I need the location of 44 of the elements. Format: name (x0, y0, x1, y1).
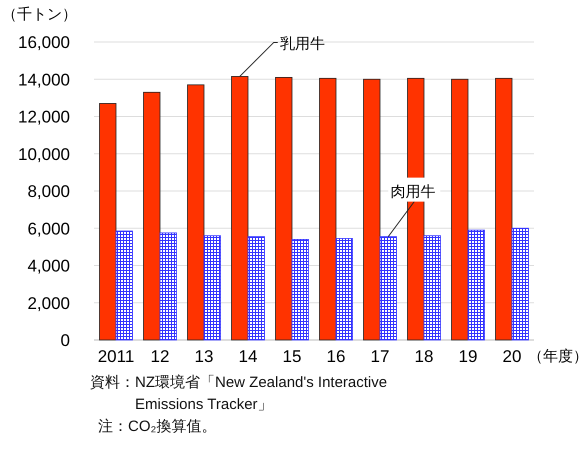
text: 肉用牛 (390, 184, 436, 201)
x-axis-title: （年度） (528, 348, 584, 365)
bar (99, 103, 116, 340)
x-tick-label: 13 (194, 347, 214, 366)
x-tick-label: 15 (282, 347, 302, 366)
x-tick-label: 14 (238, 347, 258, 366)
bar (424, 235, 441, 340)
y-tick-label: 2,000 (27, 294, 70, 313)
x-tick-label: 20 (502, 347, 522, 366)
bar (231, 76, 248, 340)
x-tick-label: 16 (326, 347, 346, 366)
bar (143, 92, 160, 340)
bar (248, 236, 265, 340)
y-tick-label: 14,000 (18, 70, 70, 90)
y-axis-title: （千トン） (2, 6, 77, 23)
bar (292, 239, 309, 340)
bar (380, 236, 397, 340)
bar (451, 78, 468, 340)
y-tick-label: 10,000 (18, 144, 70, 164)
series-label: 乳用牛 (280, 35, 325, 52)
bar (363, 78, 380, 340)
bar (160, 232, 177, 340)
y-tick-label: 12,000 (18, 108, 70, 126)
x-tick-label: 2011 (98, 347, 134, 366)
x-tick-label: 17 (370, 347, 390, 366)
y-tick-label: 4,000 (27, 256, 70, 276)
text: 注：CO₂換算值。 (98, 417, 218, 437)
bar (116, 230, 133, 340)
bar (275, 76, 292, 340)
text: 資料：NZ環境省「New Zealand's Interactive Emissions Tracker」 (90, 373, 388, 415)
y-tick-label: 0 (60, 331, 70, 350)
bar (336, 238, 353, 340)
bar (468, 230, 485, 340)
y-tick-label: 6,000 (27, 219, 70, 238)
y-tick-label: 16,000 (18, 33, 70, 52)
y-tick-label: 8,000 (27, 182, 70, 201)
bar (204, 235, 221, 340)
bar (512, 228, 529, 340)
x-tick-label: 12 (150, 347, 170, 366)
x-tick-label: 18 (414, 347, 434, 366)
x-tick-label: 19 (458, 347, 478, 366)
bar (319, 78, 336, 340)
bar (187, 84, 204, 340)
bar (495, 78, 512, 340)
